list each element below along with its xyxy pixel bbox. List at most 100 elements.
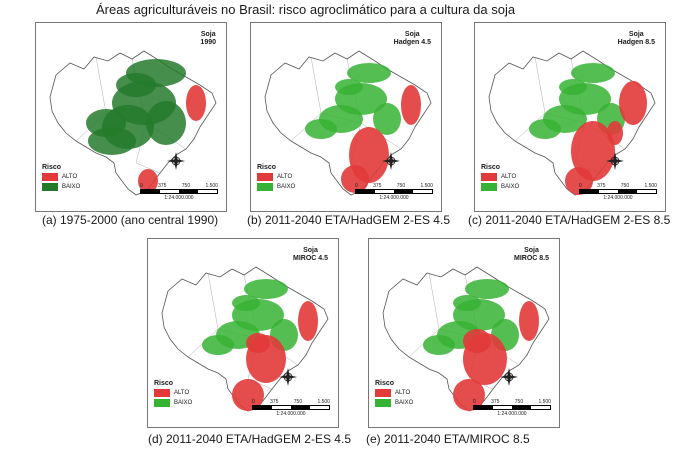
high-risk-area <box>186 85 206 121</box>
scale-bar: 0 375 750 1.500 1:24.000.000 <box>140 183 218 201</box>
legend-low-swatch <box>257 183 273 191</box>
map-legend: Risco ALTO BAIXO <box>481 164 519 193</box>
scale-label: 375 <box>270 399 279 405</box>
legend-low: BAIXO <box>481 183 519 191</box>
high-risk-area <box>565 167 593 195</box>
scale-graphic <box>579 189 657 194</box>
map-legend: Risco ALTO BAIXO <box>375 380 413 409</box>
legend-heading: Risco <box>481 164 501 171</box>
low-risk-area <box>305 119 337 139</box>
legend-high-swatch <box>481 173 497 181</box>
figure-title: Áreas agriculturáveis no Brasil: risco a… <box>96 2 516 17</box>
map-title: Soja MIROC 8.5 <box>514 247 549 263</box>
legend-high-swatch <box>154 389 170 397</box>
scale-label: 1.500 <box>205 183 218 189</box>
scale-label: 750 <box>181 183 191 189</box>
legend-low-swatch <box>154 399 170 407</box>
legend-heading: Risco <box>257 164 277 171</box>
low-risk-area <box>559 79 587 95</box>
legend-low-label: BAIXO <box>501 184 520 190</box>
map-title-line2: Hadgen 4.5 <box>393 39 431 46</box>
map-title: Soja Hadgen 8.5 <box>618 31 655 47</box>
scale-label: 750 <box>293 399 303 405</box>
map-title-line2: MIROC 4.5 <box>292 255 328 262</box>
high-risk-area <box>453 379 485 411</box>
brazil-map <box>161 266 329 412</box>
brazil-map <box>264 50 432 196</box>
compass-rose-icon <box>606 152 624 170</box>
compass-rose-icon <box>279 368 297 386</box>
scale-label: 1.500 <box>317 399 330 405</box>
scale-ratio: 1:24.000.000 <box>276 411 306 417</box>
scale-label: 375 <box>491 399 500 405</box>
low-risk-area <box>423 335 455 355</box>
low-risk-area <box>571 63 615 83</box>
scale-label: 1.500 <box>420 183 433 189</box>
high-risk-area <box>571 121 615 181</box>
scale-label: 750 <box>396 183 406 189</box>
scale-label: 750 <box>620 183 630 189</box>
high-risk-area <box>298 301 318 341</box>
map-title-line1: Soja <box>524 247 539 254</box>
map-panel-a: Soja 1990 Risco ALTO BAIXO 0 375 750 1.500 1:24.0… <box>35 22 227 212</box>
legend-low-label: BAIXO <box>62 184 81 190</box>
legend-heading: Risco <box>154 380 174 387</box>
legend-heading: Risco <box>375 380 395 387</box>
brazil-map <box>382 266 550 412</box>
legend-low-label: BAIXO <box>395 400 414 406</box>
legend-high-swatch <box>42 173 58 181</box>
legend-high: ALTO <box>375 389 413 397</box>
legend-high-swatch <box>257 173 273 181</box>
legend-low: BAIXO <box>42 183 80 191</box>
low-risk-area <box>347 63 391 83</box>
map-title-line2: 1990 <box>200 39 216 46</box>
map-title-line2: Hadgen 8.5 <box>617 39 655 46</box>
legend-high: ALTO <box>257 173 295 181</box>
legend-high: ALTO <box>154 389 192 397</box>
high-risk-area <box>619 81 647 125</box>
legend-high-label: ALTO <box>277 174 293 180</box>
scale-label: 375 <box>373 183 382 189</box>
brazil-map <box>49 50 217 196</box>
scale-label: 0 <box>579 183 582 189</box>
compass-rose-icon <box>500 368 518 386</box>
map-panel-e: Soja MIROC 8.5 Risco ALTO BAIXO 0 375 750 1.500 1… <box>368 238 560 428</box>
legend-high: ALTO <box>481 173 519 181</box>
legend-high: ALTO <box>42 173 80 181</box>
map-title-line1: Soja <box>628 31 644 38</box>
scale-bar: 0 375 750 1.500 1:24.000.000 <box>252 399 330 417</box>
map-title-line1: Soja <box>303 247 318 254</box>
legend-low: BAIXO <box>375 399 413 407</box>
high-risk-area <box>341 165 369 193</box>
scale-ratio: 1:24.000.000 <box>379 195 409 201</box>
scale-bar: 0 375 750 1.500 1:24.000.000 <box>355 183 433 201</box>
map-title-line2: MIROC 8.5 <box>513 255 549 262</box>
high-risk-area <box>519 301 539 341</box>
caption-d: (d) 2011-2040 ETA/HadGEM 2-ES 4.5 <box>148 432 351 446</box>
map-panel-b: Soja Hadgen 4.5 Risco ALTO BAIXO 0 375 750 1.500… <box>250 22 442 212</box>
map-legend: Risco ALTO BAIXO <box>257 164 295 193</box>
map-title: Soja MIROC 4.5 <box>293 247 328 263</box>
low-risk-area <box>146 101 186 145</box>
scale-graphic <box>140 189 218 194</box>
scale-bar: 0 375 750 1.500 1:24.000.000 <box>473 399 551 417</box>
high-risk-area <box>607 121 623 145</box>
legend-high-label: ALTO <box>395 390 411 396</box>
legend-high-swatch <box>375 389 391 397</box>
scale-label: 375 <box>158 183 167 189</box>
legend-high-label: ALTO <box>62 174 78 180</box>
scale-label: 0 <box>140 183 143 189</box>
compass-rose-icon <box>167 152 185 170</box>
scale-label: 1.500 <box>538 399 551 405</box>
map-title: Soja Hadgen 4.5 <box>394 31 431 47</box>
map-title-line1: Soja <box>404 31 420 38</box>
scale-label: 750 <box>514 399 524 405</box>
scale-label: 0 <box>473 399 476 405</box>
low-risk-area <box>335 79 363 95</box>
scale-graphic <box>473 405 551 410</box>
legend-low-swatch <box>42 183 58 191</box>
map-title-line1: Soja <box>200 31 216 38</box>
map-panel-c: Soja Hadgen 8.5 Risco ALTO BAIXO 0 375 750 1.500… <box>474 22 666 212</box>
low-risk-area <box>202 335 234 355</box>
caption-e: (e) 2011-2040 ETA/MIROC 8.5 <box>366 432 530 446</box>
